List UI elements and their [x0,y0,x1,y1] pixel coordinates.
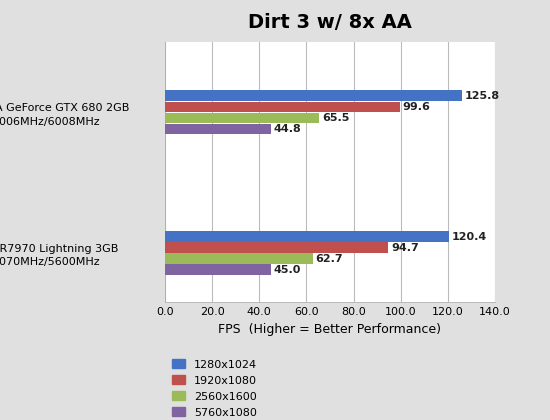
Text: 44.8: 44.8 [273,124,301,134]
Text: 99.6: 99.6 [403,102,431,112]
Bar [165,231,449,242]
X-axis label: FPS  (Higher = Better Performance): FPS (Higher = Better Performance) [218,323,442,336]
Bar [165,90,461,101]
Text: 120.4: 120.4 [452,231,487,241]
Bar [165,113,320,123]
Text: 62.7: 62.7 [316,254,343,264]
Legend: 1280x1024, 1920x1080, 2560x1600, 5760x1080: 1280x1024, 1920x1080, 2560x1600, 5760x10… [167,355,261,420]
Bar [165,242,388,253]
Title: Dirt 3 w/ 8x AA: Dirt 3 w/ 8x AA [248,13,412,32]
Text: 45.0: 45.0 [274,265,301,275]
Bar [165,102,400,112]
Text: 65.5: 65.5 [322,113,350,123]
Bar [165,253,313,264]
Text: 94.7: 94.7 [391,243,419,252]
Text: 125.8: 125.8 [464,91,499,101]
Bar [165,265,271,275]
Bar [165,124,271,134]
